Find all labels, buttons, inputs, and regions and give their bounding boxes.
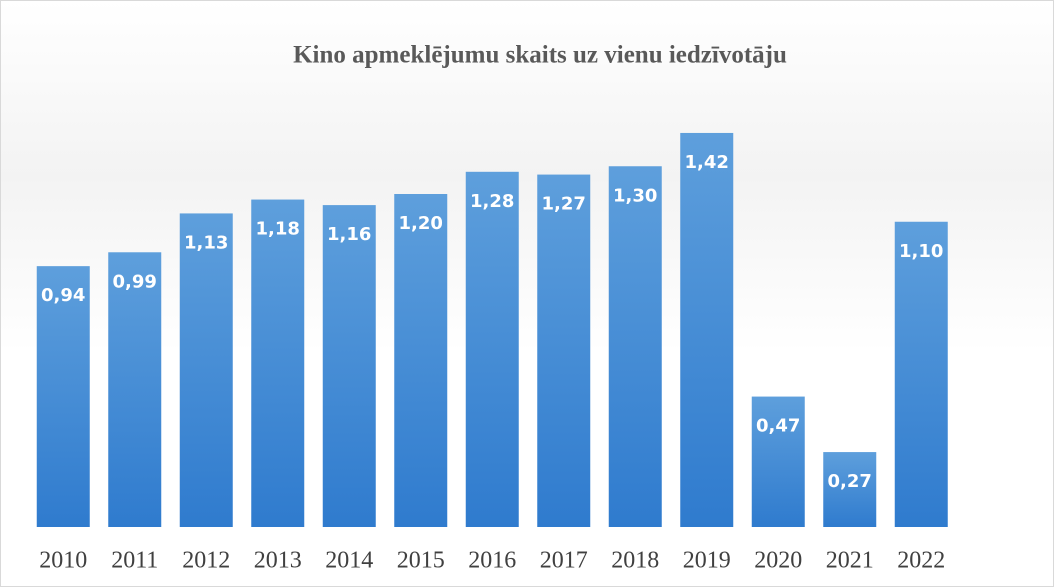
x-tick-label: 2011 bbox=[111, 548, 158, 574]
x-tick-label: 2022 bbox=[897, 548, 945, 574]
bar bbox=[251, 199, 305, 528]
bar bbox=[179, 213, 233, 528]
x-tick-label: 2020 bbox=[754, 548, 802, 574]
x-tick-label: 2012 bbox=[182, 548, 230, 574]
x-tick-label: 2016 bbox=[468, 548, 516, 574]
data-label: 0,47 bbox=[756, 416, 800, 437]
x-tick-label: 2017 bbox=[540, 548, 588, 574]
x-tick-label: 2014 bbox=[325, 548, 373, 574]
x-tick-label: 2021 bbox=[826, 548, 874, 574]
data-label: 1,28 bbox=[470, 191, 514, 212]
data-label: 0,99 bbox=[113, 271, 157, 292]
data-label: 0,27 bbox=[828, 471, 872, 492]
data-label: 1,27 bbox=[542, 194, 586, 215]
data-label: 1,13 bbox=[184, 232, 228, 253]
x-tick-label: 2019 bbox=[683, 548, 731, 574]
bar bbox=[322, 205, 376, 527]
bar bbox=[465, 171, 519, 528]
data-label: 1,42 bbox=[685, 152, 729, 173]
data-label: 0,94 bbox=[41, 285, 85, 306]
x-tick-label: 2013 bbox=[254, 548, 302, 574]
x-tick-label: 2018 bbox=[611, 548, 659, 574]
bar bbox=[394, 194, 448, 527]
bar bbox=[537, 174, 591, 527]
data-label: 1,18 bbox=[256, 219, 300, 240]
x-tick-label: 2010 bbox=[39, 548, 87, 574]
bar bbox=[751, 396, 805, 527]
x-tick-label: 2015 bbox=[397, 548, 445, 574]
data-label: 1,16 bbox=[327, 224, 371, 245]
bar bbox=[823, 452, 877, 527]
bar bbox=[608, 166, 662, 527]
data-label: 1,20 bbox=[399, 213, 443, 234]
bar bbox=[108, 252, 162, 527]
data-label: 1,30 bbox=[613, 185, 657, 206]
bar bbox=[680, 132, 734, 527]
chart-title: Kino apmeklējumu skaits uz vienu iedzīvo… bbox=[293, 42, 787, 69]
bar bbox=[36, 266, 90, 527]
data-label: 1,10 bbox=[899, 241, 943, 262]
bar bbox=[894, 221, 948, 527]
